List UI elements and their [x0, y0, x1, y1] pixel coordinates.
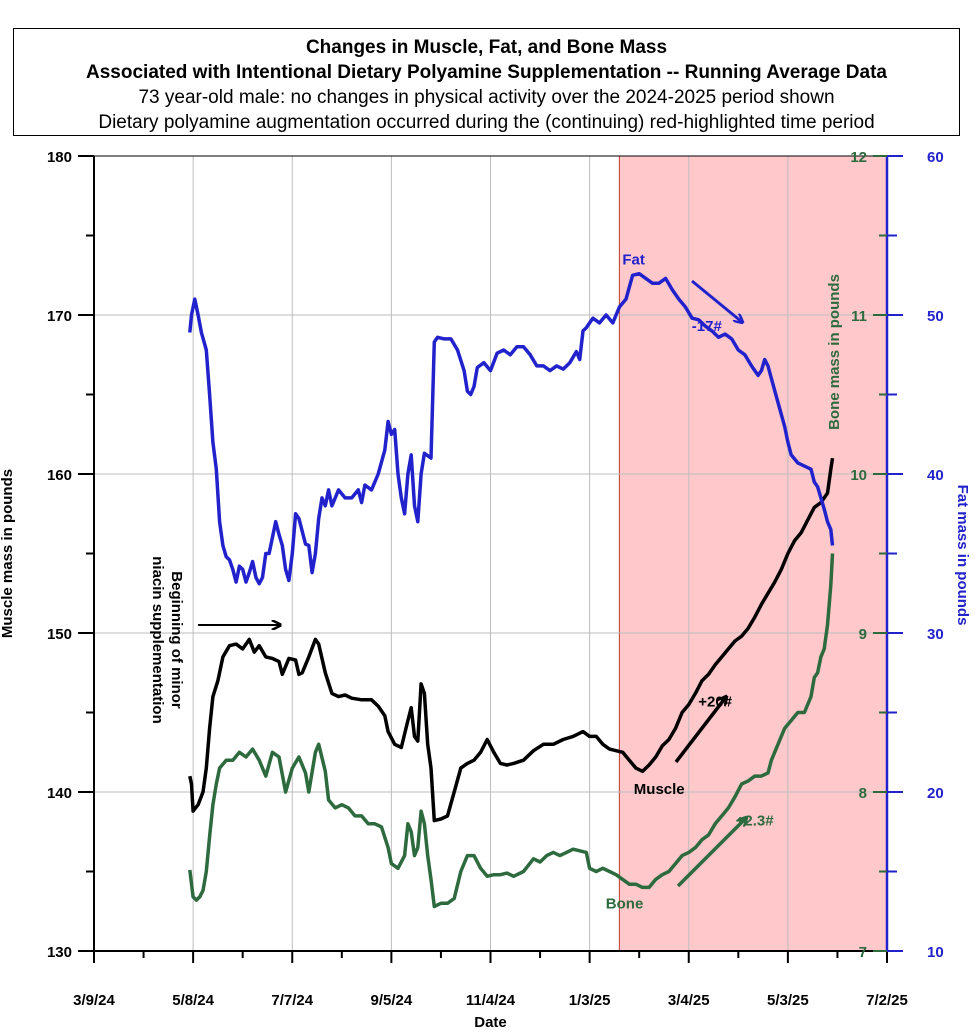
chart-subtitle: Associated with Intentional Dietary Poly… [86, 62, 887, 83]
arrow-muscle [674, 697, 726, 764]
series-line-bone [188, 553, 835, 909]
x-tick-label: 5/3/25 [767, 992, 809, 1009]
x-tick-label: 9/5/24 [371, 992, 413, 1009]
y-bone-tick-label: 9 [859, 626, 867, 643]
x-tick-label: 5/8/24 [172, 992, 214, 1009]
series-line-fat [188, 271, 835, 586]
y-fat-tick-label: 40 [927, 467, 944, 484]
series-line-muscle [188, 457, 835, 823]
chart-title-box: Changes in Muscle, Fat, and Bone Mass As… [13, 28, 960, 136]
y-bone-tick-label: 7 [859, 944, 867, 961]
arrow-fat [691, 279, 742, 322]
annotation-muscle-label: Muscle [634, 781, 685, 798]
x-tick-label: 7/7/24 [271, 992, 313, 1009]
y-fat-axis-label: Fat mass in pounds [954, 485, 971, 626]
annotation-fat-change: -17# [692, 318, 723, 335]
annotation-bone-label: Bone [606, 895, 644, 912]
highlight-band [618, 155, 888, 952]
chart-note-2: Dietary polyamine augmentation occurred … [98, 112, 875, 133]
x-axis-label: Date [474, 1014, 507, 1031]
annotation-fat-label: Fat [622, 251, 645, 268]
y-fat-tick-label: 10 [927, 944, 944, 961]
x-tick-label: 1/3/25 [569, 992, 611, 1009]
chart-title: Changes in Muscle, Fat, and Bone Mass [305, 37, 668, 58]
y-bone-tick-label: 10 [850, 467, 867, 484]
x-tick-label: 7/2/25 [866, 992, 908, 1009]
x-tick-label: 11/4/24 [466, 992, 516, 1009]
y-bone-tick-label: 11 [851, 308, 867, 325]
annotation-bone-change: +2.3# [736, 813, 775, 830]
y-left-axis-label: Muscle mass in pounds [0, 469, 16, 638]
chart-note-1: 73 year-old male: no changes in physical… [138, 87, 835, 108]
y-fat-tick-label: 50 [927, 308, 944, 325]
y-left-tick-label: 130 [47, 944, 72, 961]
arrow-bone [676, 818, 746, 888]
y-left-tick-label: 160 [47, 467, 72, 484]
y-left-tick-label: 170 [47, 308, 72, 325]
y-fat-tick-label: 60 [927, 149, 944, 166]
y-fat-tick-label: 30 [927, 626, 944, 643]
x-tick-label: 3/4/25 [668, 992, 710, 1009]
annotation-niacin: Beginning of minorniacin supplementation [149, 556, 185, 724]
y-bone-tick-label: 8 [859, 785, 867, 802]
annotation-muscle-change: +20# [698, 693, 732, 710]
x-tick-label: 3/9/24 [73, 992, 115, 1009]
y-left-tick-label: 180 [47, 149, 72, 166]
y-left-tick-label: 140 [47, 785, 72, 802]
y-fat-tick-label: 20 [927, 785, 944, 802]
y-bone-tick-label: 12 [850, 149, 867, 166]
y-left-tick-label: 150 [47, 626, 72, 643]
y-bone-axis-label: Bone mass in pounds [826, 274, 843, 430]
